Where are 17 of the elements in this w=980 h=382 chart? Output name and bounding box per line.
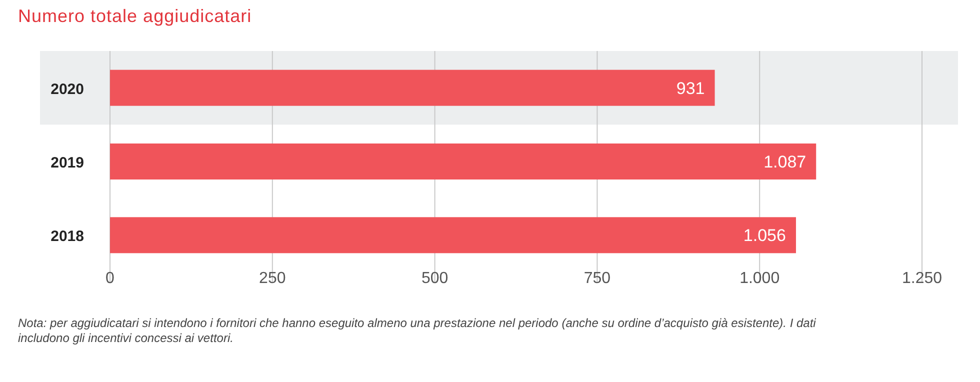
x-tick-label: 250	[259, 270, 286, 287]
x-tick-label: 1.250	[902, 270, 942, 287]
x-tick-label: 1.000	[740, 270, 780, 287]
data-label: 1.056	[743, 226, 786, 246]
chart-title: Numero totale aggiudicatari	[18, 6, 252, 26]
x-tick-label: 750	[584, 270, 611, 287]
bar	[110, 144, 816, 180]
bar	[110, 70, 715, 106]
text: Nota: per aggiudicatari si intendono i fornitori che hanno eseguito almeno una prestazione nel periodo (anche su ordine d’acquisto già esistente). I dati includono gli incentivi concessi ai vettori.	[18, 316, 816, 345]
bar	[110, 217, 796, 254]
y-tick-label: 2019	[50, 154, 84, 172]
x-tick-label: 500	[421, 270, 448, 287]
data-label: 1.087	[764, 152, 806, 172]
y-tick-label: 2018	[50, 228, 84, 246]
data-label: 931	[676, 78, 705, 98]
y-tick-label: 2020	[50, 80, 84, 98]
x-tick-label: 0	[106, 270, 115, 287]
